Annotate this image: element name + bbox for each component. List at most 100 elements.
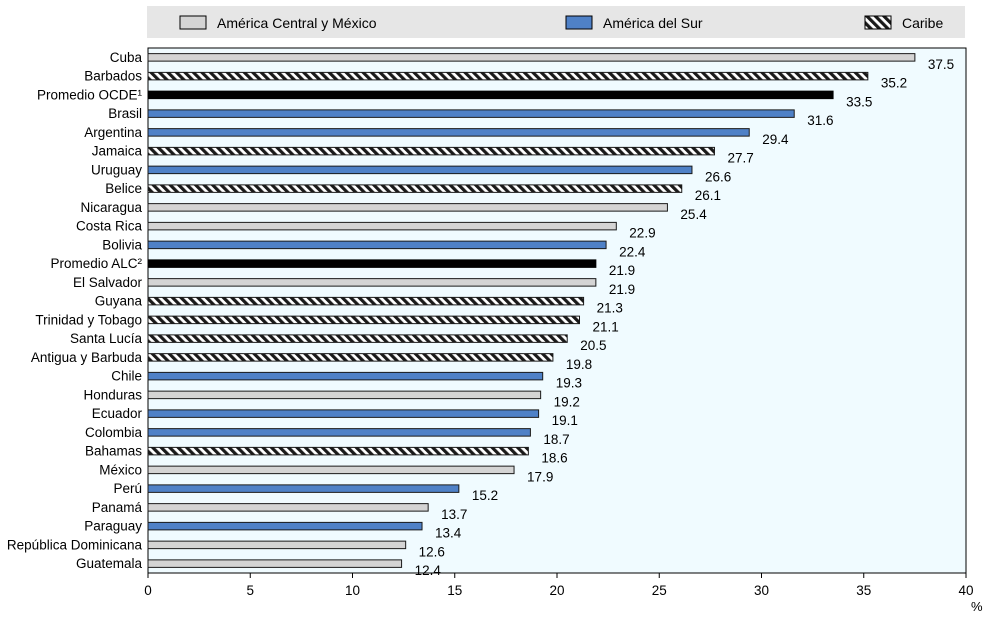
category-labels: Cuba Barbados Promedio OCDE¹ Brasil Argentin… (7, 50, 143, 571)
x-tick-label: 5 (246, 583, 254, 598)
value-label-brasil: 31.6 (807, 113, 833, 128)
value-label-colombia: 18.7 (543, 432, 569, 447)
legend-swatch-central (179, 15, 207, 30)
x-tick-label: 0 (144, 583, 152, 598)
category-label-bahamas: Bahamas (85, 444, 142, 459)
x-tick-label: 30 (754, 583, 769, 598)
value-label-bolivia: 22.4 (619, 244, 646, 259)
category-label-costa-rica: Costa Rica (76, 219, 143, 234)
bar-santa-lucia (147, 334, 568, 343)
category-label-ecuador: Ecuador (92, 406, 143, 421)
bar-promedio-ocde (147, 90, 834, 100)
value-label-honduras: 19.2 (554, 394, 580, 409)
bar-brasil (147, 109, 795, 118)
value-label-chile: 19.3 (556, 376, 582, 391)
x-axis: 0 5 10 15 20 25 30 35 40 (144, 573, 974, 598)
value-label-belice: 26.1 (695, 188, 721, 203)
value-label-jamaica: 27.7 (727, 151, 753, 166)
legend-label-caribe: Caribe (902, 15, 943, 31)
value-label-barbados: 35.2 (881, 76, 907, 91)
value-label-mexico: 17.9 (527, 469, 553, 484)
category-label-chile: Chile (111, 369, 142, 384)
legend-label-sur: América del Sur (603, 15, 703, 31)
category-label-el-salvador: El Salvador (73, 275, 143, 290)
bar-costa-rica (147, 221, 617, 231)
bar-guyana (147, 296, 585, 306)
x-tick-label: 10 (345, 583, 360, 598)
value-label-argentina: 29.4 (762, 132, 789, 147)
bar-colombia (147, 428, 531, 437)
bar-republica-dominicana (147, 540, 407, 550)
value-label-republica-dominicana: 12.6 (419, 544, 445, 559)
category-label-nicaragua: Nicaragua (80, 200, 142, 215)
x-tick-label: 35 (856, 583, 871, 598)
x-tick-label: 25 (652, 583, 667, 598)
category-label-mexico: México (99, 462, 142, 477)
legend: América Central y México América del Sur… (147, 6, 965, 38)
category-label-jamaica: Jamaica (92, 144, 143, 159)
bars-group (147, 53, 916, 568)
bar-argentina (147, 128, 750, 137)
value-labels: 37.5 35.2 33.5 31.6 29.4 27.7 26.6 26.1 25.4 22.9… (415, 57, 955, 578)
value-label-antigua-y-barbuda: 19.8 (566, 357, 592, 372)
value-label-uruguay: 26.6 (705, 169, 731, 184)
bar-cuba (147, 53, 916, 62)
category-label-argentina: Argentina (84, 125, 142, 140)
value-label-nicaragua: 25.4 (680, 207, 707, 222)
value-label-peru: 15.2 (472, 488, 498, 503)
x-unit-label: % (971, 599, 983, 614)
category-label-trinidad-y-tobago: Trinidad y Tobago (35, 312, 142, 327)
category-label-barbados: Barbados (84, 69, 142, 84)
value-label-el-salvador: 21.9 (609, 282, 635, 297)
category-label-guatemala: Guatemala (76, 556, 143, 571)
category-label-paraguay: Paraguay (84, 519, 142, 534)
category-label-peru: Perú (113, 481, 142, 496)
bar-belice (147, 184, 683, 193)
category-label-brasil: Brasil (108, 106, 142, 121)
category-label-cuba: Cuba (110, 50, 143, 65)
x-tick-label: 40 (958, 583, 973, 598)
category-label-uruguay: Uruguay (91, 162, 142, 177)
value-label-santa-lucia: 20.5 (580, 338, 606, 353)
category-label-republica-dominicana: República Dominicana (7, 537, 143, 552)
value-label-guatemala: 12.4 (415, 563, 442, 578)
bar-bolivia (147, 240, 607, 250)
value-label-promedio-ocde: 33.5 (846, 94, 872, 109)
bar-trinidad-y-tobago (147, 315, 580, 325)
bar-honduras (147, 390, 542, 400)
value-label-cuba: 37.5 (928, 57, 954, 72)
category-label-colombia: Colombia (85, 425, 143, 440)
value-label-ecuador: 19.1 (552, 413, 578, 428)
bar-el-salvador (147, 278, 597, 287)
legend-label-central: América Central y México (217, 15, 377, 31)
value-label-bahamas: 18.6 (541, 451, 567, 466)
bar-uruguay (147, 165, 693, 175)
plot-area (147, 47, 967, 574)
category-label-honduras: Honduras (83, 387, 142, 402)
x-tick-label: 20 (549, 583, 564, 598)
legend-background (147, 6, 965, 38)
value-label-costa-rica: 22.9 (629, 226, 655, 241)
category-label-promedio-alc: Promedio ALC² (50, 256, 142, 271)
bar-bahamas (147, 446, 529, 456)
value-label-guyana: 21.3 (597, 301, 623, 316)
category-label-santa-lucia: Santa Lucía (70, 331, 143, 346)
category-label-guyana: Guyana (95, 294, 143, 309)
legend-swatch-caribe (864, 15, 892, 30)
bar-ecuador (147, 409, 540, 418)
bar-guatemala (147, 559, 403, 568)
value-label-trinidad-y-tobago: 21.1 (593, 319, 619, 334)
bar-antigua-y-barbuda (147, 353, 554, 362)
value-label-paraguay: 13.4 (435, 526, 462, 541)
bar-nicaragua (147, 203, 668, 212)
legend-swatch-sur (565, 15, 593, 30)
value-label-promedio-alc: 21.9 (609, 263, 635, 278)
value-label-panama: 13.7 (441, 507, 467, 522)
bar-chile (147, 371, 544, 381)
bar-promedio-alc (147, 259, 597, 268)
bar-barbados (147, 71, 869, 81)
category-label-belice: Belice (105, 181, 142, 196)
category-label-promedio-ocde: Promedio OCDE¹ (37, 87, 143, 102)
bar-panama (147, 503, 429, 512)
